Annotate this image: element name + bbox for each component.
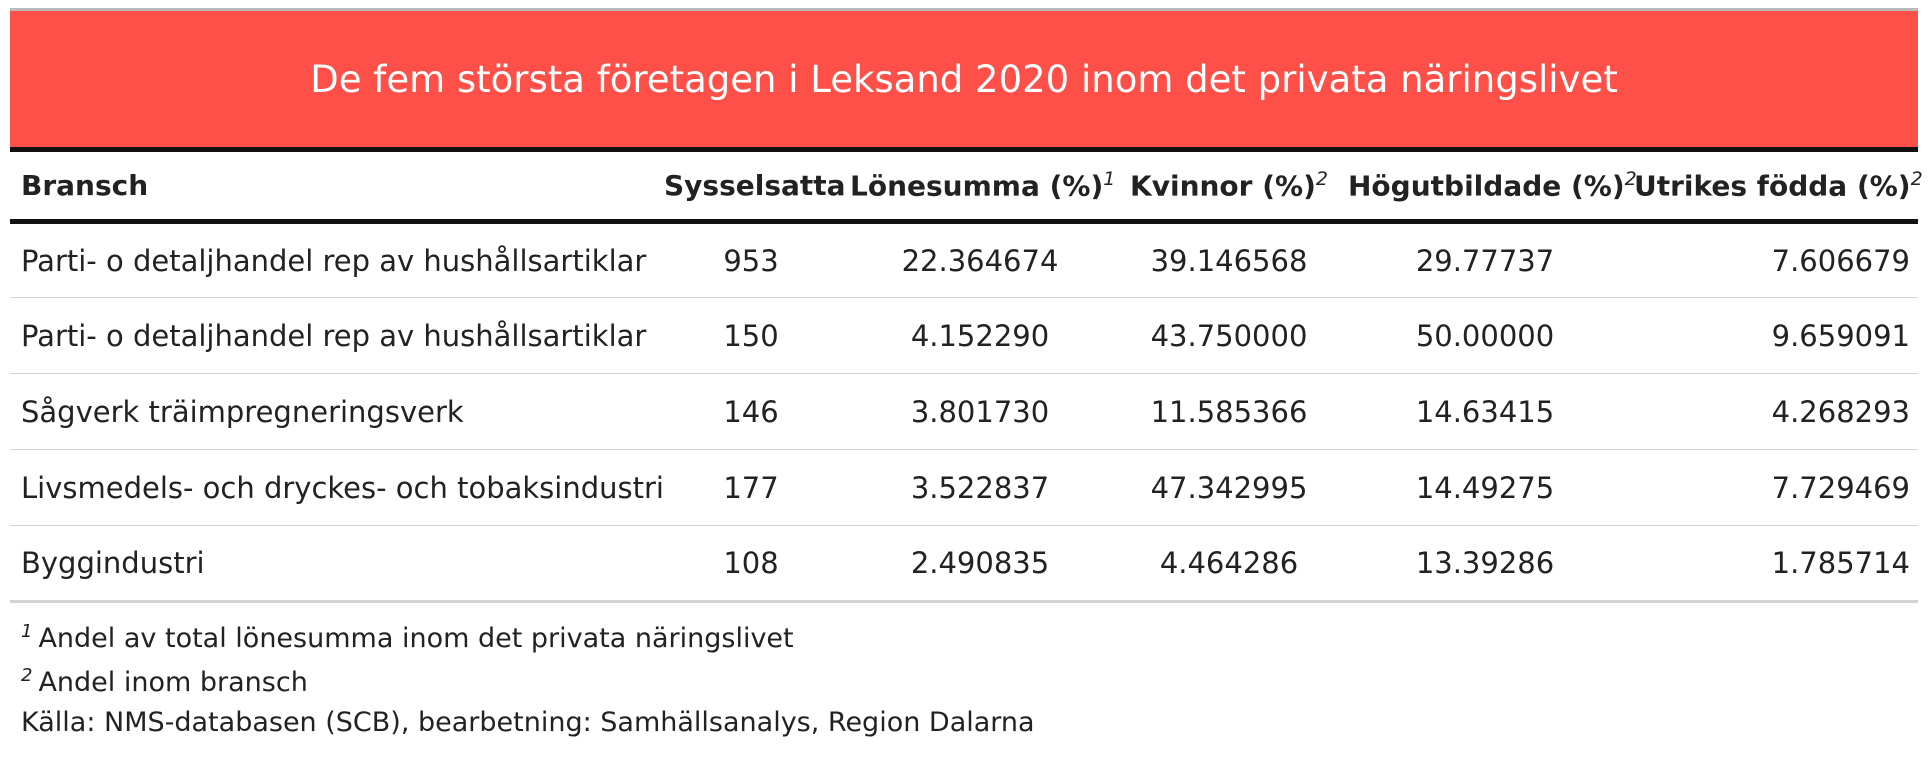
footnote-text: Andel av total lönesumma inom det privat… xyxy=(38,623,794,654)
footnote-marker: 2 xyxy=(1315,168,1328,191)
cell-hogutbildade: 14.49275 xyxy=(1342,449,1628,526)
cell-hogutbildade: 50.00000 xyxy=(1342,297,1628,374)
cell-kvinnor: 4.464286 xyxy=(1116,525,1342,603)
footnote-1: 1 Andel av total lönesumma inom det priva… xyxy=(21,610,1035,654)
table-row: Parti- o detaljhandel rep av hushållsart… xyxy=(10,297,1918,374)
header-row: Bransch Sysselsatta Lönesumma (%)1 Kvinn… xyxy=(10,147,1923,224)
column-header-utrikes-fodda: Utrikes födda (%)2 xyxy=(1628,147,1923,224)
cell-utrikes-fodda: 9.659091 xyxy=(1628,297,1918,374)
cell-bransch: Parti- o detaljhandel rep av hushållsart… xyxy=(10,297,658,374)
cell-lonesumma: 4.152290 xyxy=(844,297,1116,374)
column-header-hogutbildade: Högutbildade (%)2 xyxy=(1342,147,1637,224)
cell-sysselsatta: 177 xyxy=(658,449,844,526)
cell-hogutbildade: 14.63415 xyxy=(1342,373,1628,450)
cell-sysselsatta: 150 xyxy=(658,297,844,374)
cell-sysselsatta: 953 xyxy=(658,221,844,298)
cell-sysselsatta: 146 xyxy=(658,373,844,450)
cell-lonesumma: 22.364674 xyxy=(844,221,1116,298)
cell-hogutbildade: 29.77737 xyxy=(1342,221,1628,298)
cell-hogutbildade: 13.39286 xyxy=(1342,525,1628,603)
footnote-marker: 2 xyxy=(1910,168,1923,191)
footnote-2: 2 Andel inom bransch xyxy=(21,654,1035,698)
companies-table: Bransch Sysselsatta Lönesumma (%)1 Kvinn… xyxy=(10,147,1923,603)
table-footer: 1 Andel av total lönesumma inom det priva… xyxy=(21,610,1035,748)
top-divider xyxy=(10,8,1918,11)
footnote-marker: 1 xyxy=(1103,168,1116,191)
footnote-marker: 2 xyxy=(21,665,33,686)
cell-utrikes-fodda: 4.268293 xyxy=(1628,373,1918,450)
cell-kvinnor: 43.750000 xyxy=(1116,297,1342,374)
cell-kvinnor: 39.146568 xyxy=(1116,221,1342,298)
footnote-marker: 1 xyxy=(21,621,33,642)
cell-sysselsatta: 108 xyxy=(658,525,844,603)
column-header-lonesumma: Lönesumma (%)1 xyxy=(844,147,1116,224)
cell-bransch: Sågverk träimpregneringsverk xyxy=(10,373,658,450)
column-header-kvinnor: Kvinnor (%)2 xyxy=(1116,147,1342,224)
column-header-bransch: Bransch xyxy=(10,147,658,224)
cell-bransch: Parti- o detaljhandel rep av hushållsart… xyxy=(10,221,658,298)
table-row: Livsmedels- och dryckes- och tobaksindus… xyxy=(10,449,1918,526)
cell-kvinnor: 11.585366 xyxy=(1116,373,1342,450)
table-row: Sågverk träimpregneringsverk 146 3.80173… xyxy=(10,373,1918,450)
cell-lonesumma: 3.522837 xyxy=(844,449,1116,526)
cell-lonesumma: 2.490835 xyxy=(844,525,1116,603)
table-row: Parti- o detaljhandel rep av hushållsart… xyxy=(10,221,1918,298)
footnote-text: Andel inom bransch xyxy=(38,667,308,698)
table-title: De fem största företagen i Leksand 2020 … xyxy=(310,57,1618,101)
title-banner: De fem största företagen i Leksand 2020 … xyxy=(10,11,1918,147)
cell-utrikes-fodda: 1.785714 xyxy=(1628,525,1918,603)
column-header-sysselsatta: Sysselsatta xyxy=(658,147,846,224)
cell-bransch: Livsmedels- och dryckes- och tobaksindus… xyxy=(10,449,664,526)
cell-utrikes-fodda: 7.606679 xyxy=(1628,221,1918,298)
table-row: Byggindustri 108 2.490835 4.464286 13.39… xyxy=(10,525,1918,603)
source-note: Källa: NMS-databasen (SCB), bearbetning:… xyxy=(21,707,1035,738)
cell-lonesumma: 3.801730 xyxy=(844,373,1116,450)
cell-bransch: Byggindustri xyxy=(10,525,658,603)
cell-utrikes-fodda: 7.729469 xyxy=(1628,449,1918,526)
cell-kvinnor: 47.342995 xyxy=(1116,449,1342,526)
